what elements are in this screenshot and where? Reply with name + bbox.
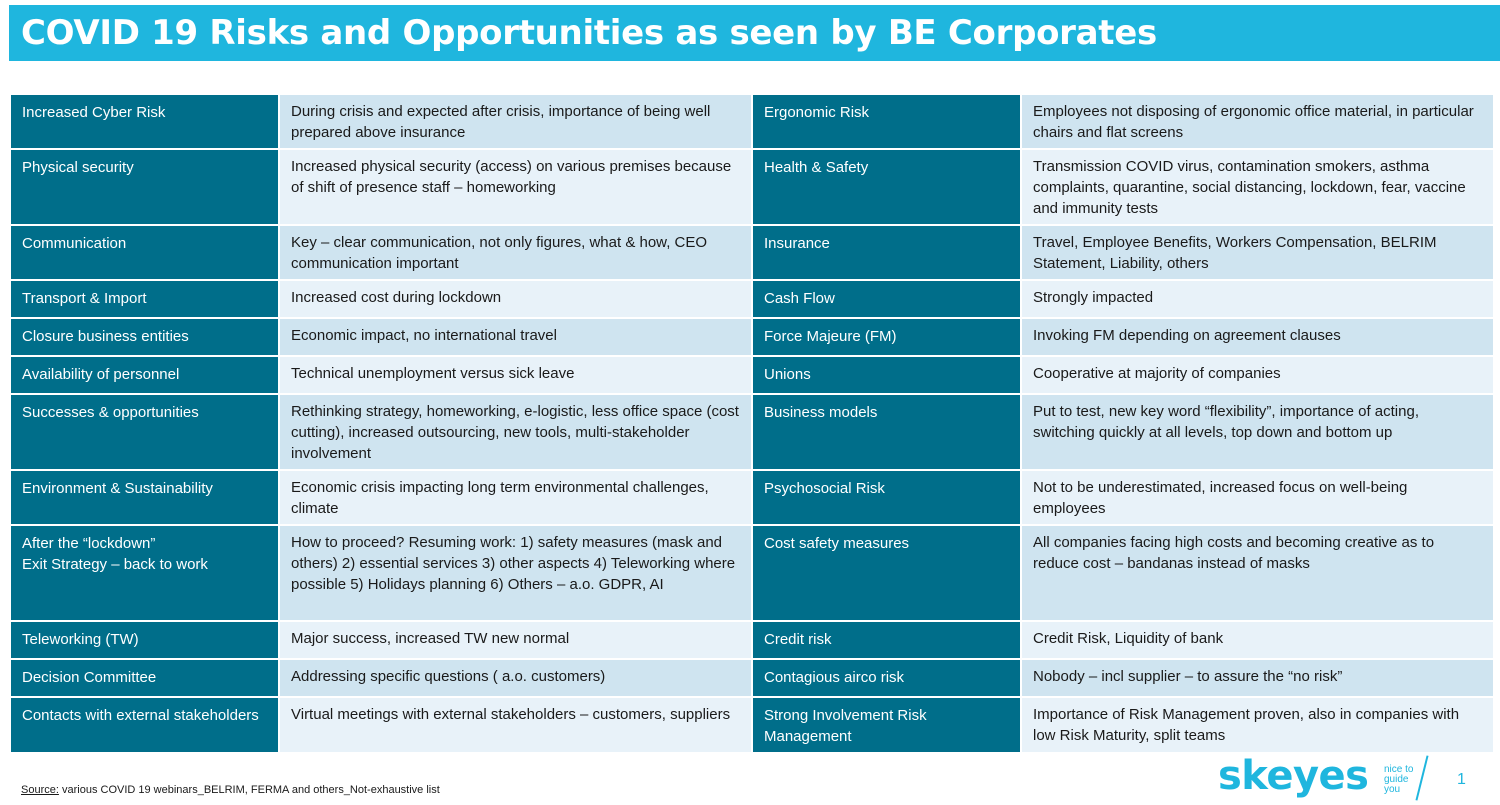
logo-tagline: nice to guide you bbox=[1384, 765, 1413, 795]
logo-tagline-line: guide bbox=[1384, 774, 1409, 785]
table-row: Successes & opportunities Rethinking str… bbox=[9, 393, 1495, 471]
risk-label: Teleworking (TW) bbox=[9, 620, 280, 660]
risk-label: Successes & opportunities bbox=[9, 393, 280, 471]
risk-label: Physical security bbox=[9, 148, 280, 226]
risk-description: Put to test, new key word “flexibility”,… bbox=[1020, 393, 1495, 471]
table-row: Contacts with external stakeholders Virt… bbox=[9, 696, 1495, 754]
risk-label: Business models bbox=[751, 393, 1022, 471]
table-row: Physical security Increased physical sec… bbox=[9, 148, 1495, 226]
risk-label: Force Majeure (FM) bbox=[751, 317, 1022, 357]
risk-label: After the “lockdown” Exit Strategy – bac… bbox=[9, 524, 280, 622]
risk-description: Increased cost during lockdown bbox=[278, 279, 753, 319]
risk-label: Psychosocial Risk bbox=[751, 469, 1022, 526]
title-bar: COVID 19 Risks and Opportunities as seen… bbox=[9, 5, 1500, 61]
risk-description: Virtual meetings with external stakehold… bbox=[278, 696, 753, 754]
risk-description: Addressing specific questions ( a.o. cus… bbox=[278, 658, 753, 698]
risk-description: Rethinking strategy, homeworking, e-logi… bbox=[278, 393, 753, 471]
logo-tagline-line: you bbox=[1384, 784, 1401, 795]
source-note: Source: various COVID 19 webinars_BELRIM… bbox=[21, 784, 440, 796]
page-number: 1 bbox=[1457, 771, 1466, 788]
logo-wordmark: skeyes bbox=[1218, 753, 1369, 799]
risk-description: During crisis and expected after crisis,… bbox=[278, 93, 753, 150]
risk-description: Invoking FM depending on agreement claus… bbox=[1020, 317, 1495, 357]
risk-label: Availability of personnel bbox=[9, 355, 280, 395]
risk-label: Strong Involvement Risk Management bbox=[751, 696, 1022, 754]
table-row: Teleworking (TW) Major success, increase… bbox=[9, 620, 1495, 660]
table-row: Transport & Import Increased cost during… bbox=[9, 279, 1495, 319]
risk-description: Economic crisis impacting long term envi… bbox=[278, 469, 753, 526]
risk-description: Major success, increased TW new normal bbox=[278, 620, 753, 660]
table-row: After the “lockdown” Exit Strategy – bac… bbox=[9, 524, 1495, 622]
risk-label: Closure business entities bbox=[9, 317, 280, 357]
risk-label: Credit risk bbox=[751, 620, 1022, 660]
risk-label: Decision Committee bbox=[9, 658, 280, 698]
risk-description: Credit Risk, Liquidity of bank bbox=[1020, 620, 1495, 660]
risk-description: Economic impact, no international travel bbox=[278, 317, 753, 357]
table-row: Decision Committee Addressing specific q… bbox=[9, 658, 1495, 698]
risk-description: Travel, Employee Benefits, Workers Compe… bbox=[1020, 224, 1495, 281]
risk-label: Health & Safety bbox=[751, 148, 1022, 226]
risk-label: Unions bbox=[751, 355, 1022, 395]
risk-label: Environment & Sustainability bbox=[9, 469, 280, 526]
source-label: Source: bbox=[21, 784, 59, 796]
risk-label: Ergonomic Risk bbox=[751, 93, 1022, 150]
risk-label: Increased Cyber Risk bbox=[9, 93, 280, 150]
source-text: various COVID 19 webinars_BELRIM, FERMA … bbox=[58, 784, 440, 796]
risk-description: How to proceed? Resuming work: 1) safety… bbox=[278, 524, 753, 622]
table-row: Closure business entities Economic impac… bbox=[9, 317, 1495, 357]
logo-slash-divider bbox=[1415, 755, 1429, 801]
risk-label: Cost safety measures bbox=[751, 524, 1022, 622]
risk-description: Increased physical security (access) on … bbox=[278, 148, 753, 226]
table-row: Communication Key – clear communication,… bbox=[9, 224, 1495, 281]
risk-description: Employees not disposing of ergonomic off… bbox=[1020, 93, 1495, 150]
page-title: COVID 19 Risks and Opportunities as seen… bbox=[21, 13, 1157, 53]
risk-label: Insurance bbox=[751, 224, 1022, 281]
risk-table: Increased Cyber Risk During crisis and e… bbox=[9, 93, 1495, 754]
risk-description: Key – clear communication, not only figu… bbox=[278, 224, 753, 281]
table-row: Increased Cyber Risk During crisis and e… bbox=[9, 93, 1495, 150]
risk-label: Cash Flow bbox=[751, 279, 1022, 319]
risk-description: Technical unemployment versus sick leave bbox=[278, 355, 753, 395]
risk-label: Communication bbox=[9, 224, 280, 281]
risk-description: Strongly impacted bbox=[1020, 279, 1495, 319]
risk-description: Importance of Risk Management proven, al… bbox=[1020, 696, 1495, 754]
risk-description: All companies facing high costs and beco… bbox=[1020, 524, 1495, 622]
risk-label: Contagious airco risk bbox=[751, 658, 1022, 698]
risk-description: Nobody – incl supplier – to assure the “… bbox=[1020, 658, 1495, 698]
risk-label: Transport & Import bbox=[9, 279, 280, 319]
risk-description: Not to be underestimated, increased focu… bbox=[1020, 469, 1495, 526]
risk-description: Transmission COVID virus, contamination … bbox=[1020, 148, 1495, 226]
risk-label: Contacts with external stakeholders bbox=[9, 696, 280, 754]
risk-description: Cooperative at majority of companies bbox=[1020, 355, 1495, 395]
logo-tagline-line: nice to bbox=[1384, 764, 1414, 775]
table-row: Environment & Sustainability Economic cr… bbox=[9, 469, 1495, 526]
table-row: Availability of personnel Technical unem… bbox=[9, 355, 1495, 395]
skeyes-logo: skeyes nice to guide you bbox=[1218, 753, 1438, 803]
